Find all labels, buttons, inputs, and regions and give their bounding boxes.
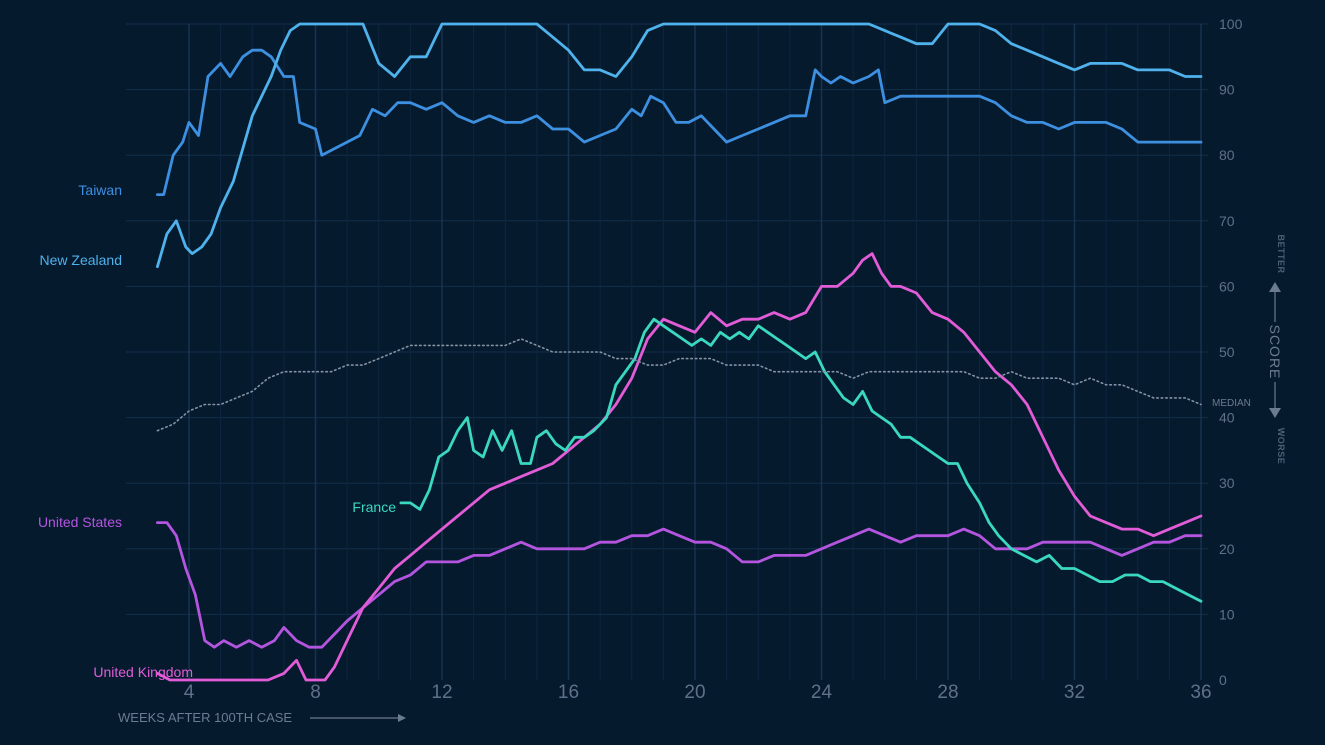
series-lines xyxy=(156,22,1203,682)
y-tick-label-50: 50 xyxy=(1219,344,1235,360)
y-tick-label-100: 100 xyxy=(1219,16,1243,32)
x-axis-arrow-icon xyxy=(398,714,406,722)
series-label-united-states: United States xyxy=(38,514,122,530)
median-label: MEDIAN xyxy=(1212,398,1251,409)
y-tick-label-40: 40 xyxy=(1219,410,1235,426)
y-tick-label-80: 80 xyxy=(1219,147,1235,163)
series-line-new-zealand xyxy=(156,22,1203,269)
vertical-gridlines xyxy=(188,24,1202,680)
x-tick-label-28: 28 xyxy=(937,682,958,703)
y-tick-label-70: 70 xyxy=(1219,213,1235,229)
y-tick-label-90: 90 xyxy=(1219,82,1235,98)
worse-label: WORSE xyxy=(1276,428,1286,465)
x-tick-label-36: 36 xyxy=(1190,682,1211,703)
better-label: BETTER xyxy=(1276,235,1286,274)
x-tick-label-12: 12 xyxy=(431,682,452,703)
series-label-new-zealand: New Zealand xyxy=(40,252,123,268)
y-tick-label-10: 10 xyxy=(1219,606,1235,622)
x-tick-label-4: 4 xyxy=(184,682,195,703)
x-tick-label-16: 16 xyxy=(558,682,579,703)
series-line-france xyxy=(399,317,1203,603)
series-label-taiwan: Taiwan xyxy=(78,182,122,198)
y-axis-ticks: 0 10 20 30 40 50 60 70 80 90 100 xyxy=(1219,16,1243,688)
y-tick-label-0: 0 xyxy=(1219,672,1227,688)
better-arrow-icon xyxy=(1269,282,1281,292)
series-label-united-kingdom: United Kingdom xyxy=(93,664,193,680)
series-line-median xyxy=(156,338,1202,432)
y-tick-label-20: 20 xyxy=(1219,541,1235,557)
series-line-taiwan xyxy=(156,48,1203,196)
series-labels: Taiwan New Zealand United States United Kin… xyxy=(38,182,396,680)
series-label-france: France xyxy=(352,499,396,515)
x-axis-ticks: 4 8 12 16 20 24 28 32 36 xyxy=(184,682,1212,703)
y-tick-label-30: 30 xyxy=(1219,475,1235,491)
x-axis-label: WEEKS AFTER 100TH CASE xyxy=(118,710,292,725)
series-line-united-kingdom xyxy=(156,252,1203,682)
y-tick-label-60: 60 xyxy=(1219,278,1235,294)
score-axis-label: SCORE xyxy=(1267,325,1283,380)
x-tick-label-32: 32 xyxy=(1064,682,1085,703)
horizontal-gridlines xyxy=(126,23,1208,615)
x-tick-label-8: 8 xyxy=(310,682,321,703)
x-tick-label-20: 20 xyxy=(684,682,705,703)
x-tick-label-24: 24 xyxy=(811,682,833,703)
worse-arrow-icon xyxy=(1269,408,1281,418)
